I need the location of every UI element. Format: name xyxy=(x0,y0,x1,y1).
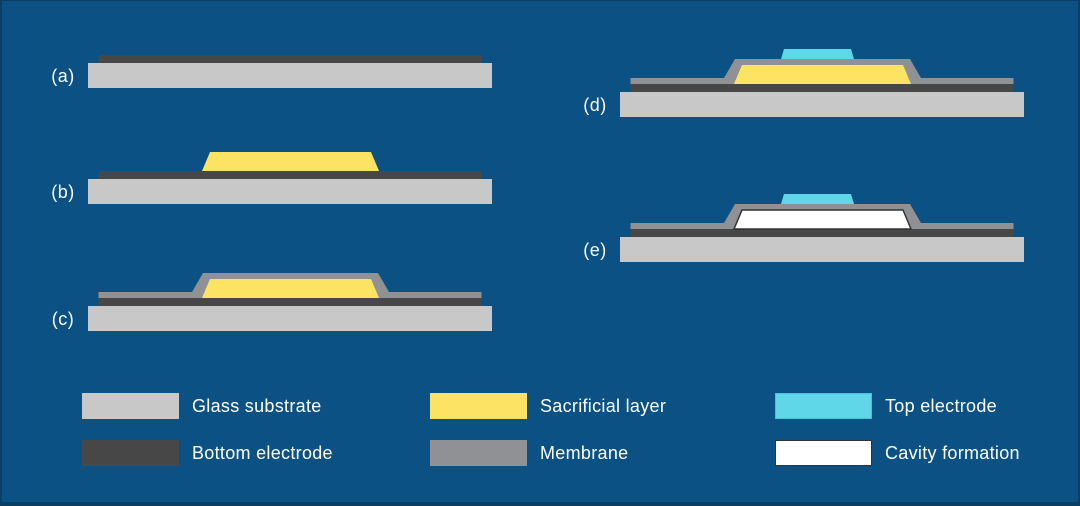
legend-item-membrane: Membrane xyxy=(430,440,628,466)
panel-e xyxy=(620,194,1024,262)
legend-label: Bottom electrode xyxy=(192,442,333,463)
sacrificial-layer xyxy=(734,65,911,84)
glass-substrate-layer xyxy=(88,306,492,331)
bottom-electrode-layer xyxy=(630,229,1014,237)
legend-swatch-top_electrode xyxy=(775,393,872,419)
legend-swatch-glass xyxy=(82,393,179,419)
legend-label: Top electrode xyxy=(885,395,997,416)
legend-swatch-bottom_electrode xyxy=(82,440,179,466)
sacrificial-layer xyxy=(202,152,379,171)
top-electrode-layer xyxy=(781,194,854,204)
top-electrode-layer xyxy=(781,49,854,59)
glass-substrate-layer xyxy=(88,63,492,88)
glass-substrate-layer xyxy=(88,179,492,204)
legend-label: Sacrificial layer xyxy=(540,395,667,416)
legend-item-top_electrode: Top electrode xyxy=(775,393,997,419)
legend-item-cavity: Cavity formation xyxy=(775,440,1020,466)
legend-label: Cavity formation xyxy=(885,442,1020,463)
panel-label-a: (a) xyxy=(51,65,75,86)
panel-d xyxy=(620,49,1024,117)
legend-item-bottom_electrode: Bottom electrode xyxy=(82,440,333,466)
legend-swatch-membrane xyxy=(430,440,527,466)
bottom-electrode-layer xyxy=(98,55,482,63)
legend-label: Glass substrate xyxy=(192,395,322,416)
panel-label-d: (d) xyxy=(583,94,607,115)
cavity-layer xyxy=(732,209,913,230)
panel-b xyxy=(88,152,492,204)
panel-label-b: (b) xyxy=(51,181,75,202)
panel-label-c: (c) xyxy=(51,308,75,329)
sacrificial-layer xyxy=(202,279,379,298)
panel-a xyxy=(88,55,492,88)
legend-swatch-sacrificial xyxy=(430,393,527,419)
panel-c xyxy=(88,273,492,331)
panel-label-e: (e) xyxy=(583,239,607,260)
legend-item-sacrificial: Sacrificial layer xyxy=(430,393,666,419)
legend-item-glass: Glass substrate xyxy=(82,393,322,419)
glass-substrate-layer xyxy=(620,92,1024,117)
bottom-electrode-layer xyxy=(630,84,1014,92)
legend-swatch-cavity xyxy=(775,440,872,466)
bottom-electrode-layer xyxy=(98,171,482,179)
legend-label: Membrane xyxy=(540,442,629,463)
glass-substrate-layer xyxy=(620,237,1024,262)
bottom-electrode-layer xyxy=(98,298,482,306)
